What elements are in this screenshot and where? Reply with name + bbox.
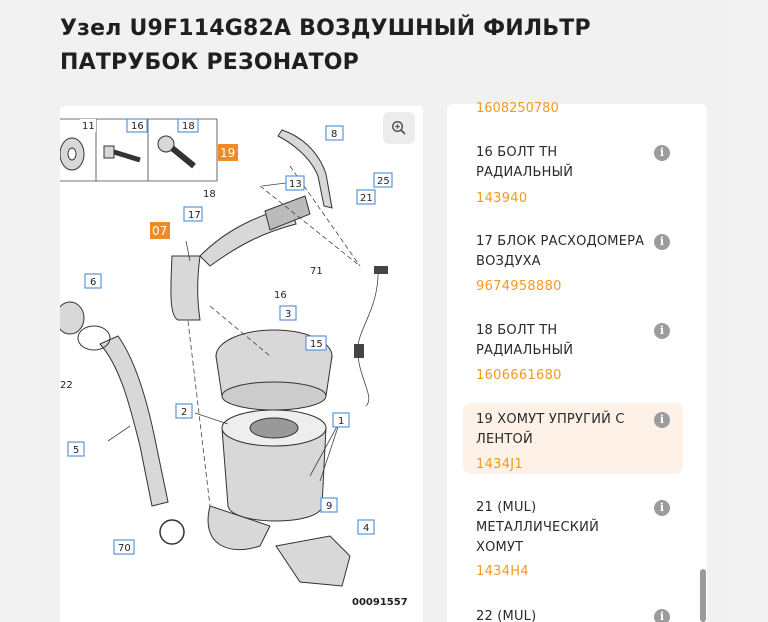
callout-4: 4 xyxy=(363,523,369,534)
legend-label-11: 11 xyxy=(82,121,95,132)
pipe-5 xyxy=(99,335,169,507)
callouts: 8 13 25 18 17 21 71 6 16 3 15 2 1 22 5 9… xyxy=(60,125,393,555)
callout-9: 9 xyxy=(326,501,332,512)
diagram-code: 00091557 xyxy=(352,597,408,608)
list-item[interactable]: 17 БЛОК РАСХОДОМЕРА ВОЗДУХА 9674958880 i xyxy=(463,232,683,312)
diagram-svg: 11 16 18 xyxy=(60,118,408,608)
bolt-18-drawing xyxy=(157,135,196,169)
callout-71: 71 xyxy=(310,266,323,277)
part-name: 17 БЛОК РАСХОДОМЕРА ВОЗДУХА xyxy=(476,234,645,269)
part-number[interactable]: 1606661680 xyxy=(476,368,562,383)
page-title: Узел U9F114G82A ВОЗДУШНЫЙ ФИЛЬТР ПАТРУБО… xyxy=(60,16,591,75)
list-item[interactable]: 21 (MUL) МЕТАЛЛИЧЕСКИЙ ХОМУТ 1434H4 i xyxy=(463,498,683,584)
zoom-in-icon xyxy=(391,120,406,135)
part-number[interactable]: 1434H4 xyxy=(476,564,529,579)
info-icon[interactable]: i xyxy=(654,234,670,250)
air-filter-housing xyxy=(207,329,333,551)
zoom-button[interactable] xyxy=(383,112,415,144)
list-item[interactable]: 16 БОЛТ ТН РАДИАЛЬНЫЙ 143940 i xyxy=(463,143,683,223)
parts-list-panel[interactable] xyxy=(447,104,707,622)
list-item[interactable]: 18 БОЛТ ТН РАДИАЛЬНЫЙ 1606661680 i xyxy=(463,321,683,401)
callout-25: 25 xyxy=(377,176,390,187)
part-name: 21 (MUL) МЕТАЛЛИЧЕСКИЙ ХОМУТ xyxy=(476,500,600,555)
callout-18: 18 xyxy=(203,189,216,200)
callout-1: 1 xyxy=(338,416,344,427)
legend-label-16: 16 xyxy=(131,121,144,132)
part-number-partial[interactable]: 1608250780 xyxy=(476,101,559,116)
legend-table: 11 16 18 xyxy=(60,118,218,182)
clamp-70 xyxy=(159,519,185,545)
part-name: 18 БОЛТ ТН РАДИАЛЬНЫЙ xyxy=(476,323,574,358)
callout-16b: 16 xyxy=(274,290,287,301)
bolt-16-drawing xyxy=(103,145,141,163)
legend-label-18: 18 xyxy=(182,121,195,132)
part-number[interactable]: 143940 xyxy=(476,191,528,206)
bracket-4 xyxy=(275,535,351,587)
info-icon[interactable]: i xyxy=(654,500,670,516)
callout-13: 13 xyxy=(289,179,302,190)
info-icon[interactable]: i xyxy=(654,323,670,339)
part-number[interactable]: 1434J1 xyxy=(476,457,523,472)
callout-70: 70 xyxy=(118,543,131,554)
hose-8 xyxy=(277,129,333,209)
callout-22: 22 xyxy=(60,380,73,391)
callout-5: 5 xyxy=(73,445,79,456)
callout-6: 6 xyxy=(90,277,96,288)
parts-diagram[interactable]: 11 16 18 xyxy=(60,106,423,622)
scrollbar[interactable] xyxy=(700,569,706,622)
callout-8: 8 xyxy=(331,129,337,140)
part-name: 19 ХОМУТ УПРУГИЙ С ЛЕНТОЙ xyxy=(476,412,625,447)
list-item[interactable]: 22 (MUL) i xyxy=(463,607,683,622)
wiring xyxy=(357,265,379,407)
callout-19-label: 19 xyxy=(220,146,235,160)
list-item-selected[interactable]: 19 ХОМУТ УПРУГИЙ С ЛЕНТОЙ 1434J1 i xyxy=(463,403,683,474)
part-number[interactable]: 9674958880 xyxy=(476,279,562,294)
resonator-pipe xyxy=(170,255,201,321)
callout-15: 15 xyxy=(310,339,323,350)
callout-17: 17 xyxy=(188,210,201,221)
callout-07-label: 07 xyxy=(152,224,167,238)
part-name: 22 (MUL) xyxy=(476,609,537,622)
callout-3: 3 xyxy=(285,309,291,320)
info-icon[interactable]: i xyxy=(654,145,670,161)
info-icon[interactable]: i xyxy=(654,412,670,428)
callout-2: 2 xyxy=(181,407,187,418)
callout-21: 21 xyxy=(360,193,373,204)
info-icon[interactable]: i xyxy=(654,609,670,622)
part-name: 16 БОЛТ ТН РАДИАЛЬНЫЙ xyxy=(476,145,574,180)
